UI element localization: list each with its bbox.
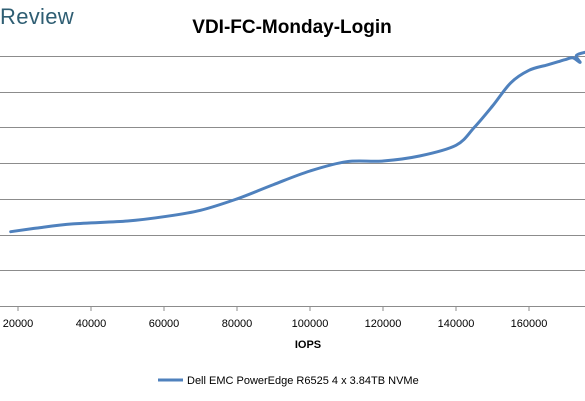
x-tick-label-4: 100000 [292, 318, 329, 330]
x-tick-label-3: 80000 [222, 318, 253, 330]
x-tick-label-0: 20000 [3, 318, 34, 330]
x-tick-label-5: 120000 [365, 318, 402, 330]
chart-title: VDI-FC-Monday-Login [192, 17, 391, 38]
x-tick-label-1: 40000 [76, 318, 107, 330]
x-tick-label-2: 60000 [149, 318, 180, 330]
x-axis-label: IOPS [295, 339, 321, 351]
x-tick-label-7: 160000 [511, 318, 548, 330]
legend-label: Dell EMC PowerEdge R6525 4 x 3.84TB NVMe [187, 375, 419, 387]
x-tick-layer: 20000 40000 60000 80000 100000 120000 140000 16… [3, 306, 548, 330]
grid-layer [0, 56, 585, 307]
review-watermark: Review [0, 4, 74, 29]
legend[interactable]: Dell EMC PowerEdge R6525 4 x 3.84TB NVMe [158, 375, 419, 387]
series-line-0 [9, 50, 585, 234]
series-layer [9, 50, 585, 234]
x-tick-label-6: 140000 [438, 318, 475, 330]
